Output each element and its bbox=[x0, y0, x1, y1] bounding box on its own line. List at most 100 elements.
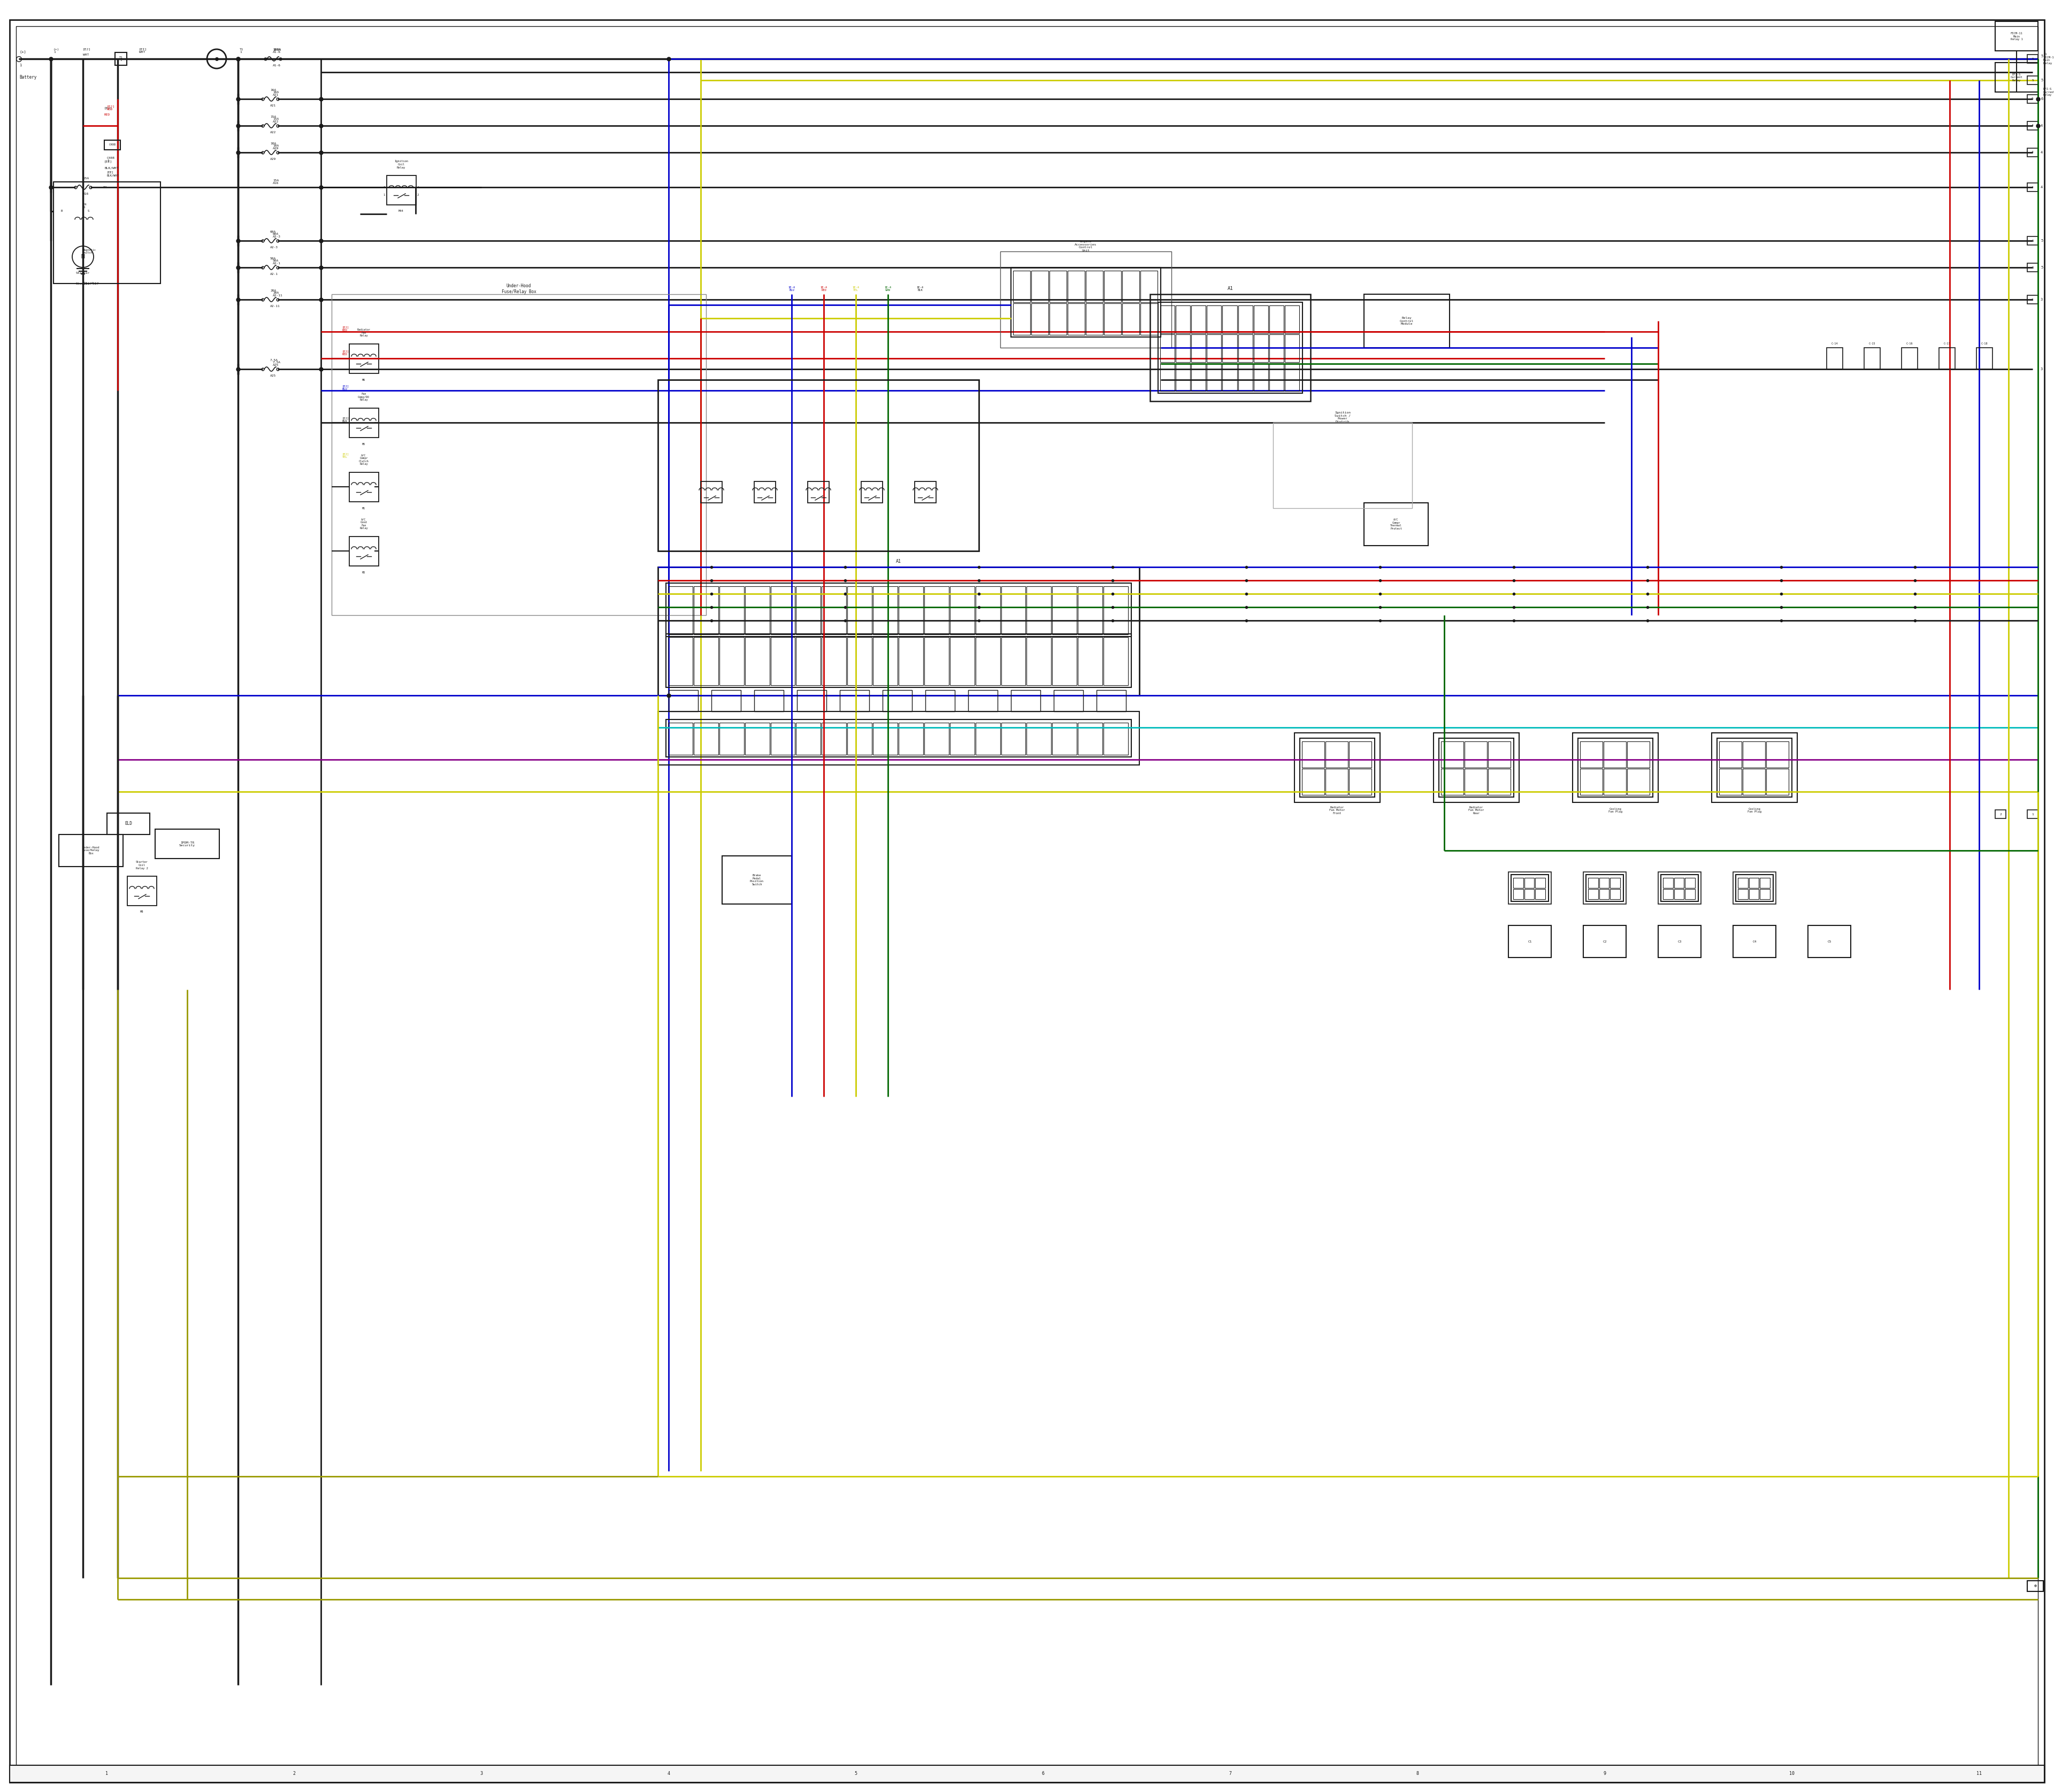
Bar bbox=[770, 638, 795, 685]
Bar bbox=[914, 482, 937, 504]
Bar bbox=[1442, 742, 1462, 767]
Text: A1: A1 bbox=[1228, 287, 1232, 292]
Text: 6: 6 bbox=[1041, 1772, 1043, 1776]
Text: T1
1: T1 1 bbox=[119, 56, 123, 61]
Bar bbox=[1013, 303, 1031, 335]
Text: 50A: 50A bbox=[271, 258, 275, 260]
Bar bbox=[807, 482, 830, 504]
Bar bbox=[1000, 251, 1171, 348]
Bar bbox=[1000, 638, 1025, 685]
Bar bbox=[1158, 303, 1302, 392]
Text: 60A
A2-3: 60A A2-3 bbox=[273, 233, 281, 238]
Bar bbox=[1976, 348, 1992, 369]
Text: A21: A21 bbox=[271, 104, 275, 108]
Bar bbox=[1087, 303, 1103, 335]
Bar bbox=[1175, 305, 1189, 333]
Bar bbox=[1000, 586, 1025, 634]
Bar bbox=[1658, 925, 1701, 957]
Bar bbox=[1105, 303, 1121, 335]
Text: C-17: C-17 bbox=[1943, 342, 1951, 344]
Bar bbox=[1054, 690, 1082, 711]
Bar bbox=[1534, 889, 1545, 900]
Text: C408
1: C408 1 bbox=[107, 156, 115, 163]
Text: 100A: 100A bbox=[273, 48, 281, 52]
Bar bbox=[2027, 75, 2038, 84]
Bar bbox=[1586, 874, 1623, 901]
Bar bbox=[1222, 364, 1237, 391]
Text: A16: A16 bbox=[82, 192, 88, 195]
Bar bbox=[1719, 769, 1742, 796]
Bar bbox=[1302, 769, 1325, 796]
Bar bbox=[1191, 335, 1206, 362]
Bar bbox=[1027, 722, 1052, 754]
Bar bbox=[670, 690, 698, 711]
Bar bbox=[1103, 638, 1128, 685]
Bar bbox=[1013, 271, 1031, 303]
Bar bbox=[657, 711, 1140, 765]
Bar bbox=[1440, 738, 1514, 797]
Bar bbox=[1269, 305, 1284, 333]
Text: 4: 4 bbox=[2040, 186, 2044, 188]
Text: C-18: C-18 bbox=[1982, 342, 1988, 344]
Text: [EJ]
YEL: [EJ] YEL bbox=[343, 453, 349, 459]
Bar bbox=[694, 586, 719, 634]
Bar bbox=[1121, 271, 1140, 303]
Bar bbox=[1269, 364, 1284, 391]
Bar bbox=[1253, 335, 1267, 362]
Text: 11: 11 bbox=[1976, 1772, 1982, 1776]
Text: Starter: Starter bbox=[76, 281, 90, 285]
Bar bbox=[1524, 889, 1534, 900]
Text: M44: M44 bbox=[398, 210, 405, 213]
Bar bbox=[1140, 303, 1158, 335]
Bar bbox=[1738, 889, 1748, 900]
Text: 1E-4
BLK: 1E-4 BLK bbox=[916, 287, 924, 292]
Bar bbox=[1580, 742, 1602, 767]
Text: BLK/WHT: BLK/WHT bbox=[105, 167, 119, 168]
Bar bbox=[873, 586, 898, 634]
Text: 9: 9 bbox=[1604, 1772, 1606, 1776]
Text: C-14: C-14 bbox=[1832, 342, 1838, 344]
Bar bbox=[900, 638, 922, 685]
Text: IPDM-TR
Security: IPDM-TR Security bbox=[179, 840, 195, 848]
Bar bbox=[2027, 122, 2038, 131]
Bar bbox=[1031, 271, 1048, 303]
Bar bbox=[1078, 722, 1103, 754]
Bar bbox=[1512, 874, 1549, 901]
Bar bbox=[723, 857, 791, 903]
Text: A2-3: A2-3 bbox=[271, 246, 277, 249]
Text: C4: C4 bbox=[1752, 941, 1756, 943]
Text: C5: C5 bbox=[1828, 941, 1832, 943]
Bar bbox=[1711, 733, 1797, 803]
Text: 1E-4
BLU: 1E-4 BLU bbox=[789, 287, 795, 292]
Bar bbox=[1939, 348, 1955, 369]
Bar bbox=[2027, 810, 2038, 819]
Bar bbox=[1300, 738, 1374, 797]
Bar bbox=[1664, 878, 1672, 889]
Text: 1E-4
GRN: 1E-4 GRN bbox=[885, 287, 891, 292]
Text: C-15: C-15 bbox=[1869, 342, 1875, 344]
Bar bbox=[1349, 742, 1372, 767]
Bar bbox=[1664, 889, 1672, 900]
Text: 20A: 20A bbox=[271, 289, 275, 292]
Bar bbox=[861, 482, 883, 504]
Bar bbox=[840, 690, 869, 711]
Bar bbox=[1577, 738, 1653, 797]
Bar bbox=[1604, 742, 1627, 767]
Bar bbox=[1052, 638, 1076, 685]
Bar bbox=[1573, 733, 1658, 803]
Text: 6: 6 bbox=[2040, 97, 2044, 100]
Text: 5: 5 bbox=[2040, 238, 2044, 242]
Bar bbox=[694, 638, 719, 685]
Bar bbox=[1239, 364, 1253, 391]
Text: M6: M6 bbox=[362, 378, 366, 382]
Bar bbox=[2027, 263, 2038, 272]
Bar bbox=[848, 638, 873, 685]
Text: RED: RED bbox=[105, 113, 111, 116]
Bar bbox=[1161, 305, 1175, 333]
Bar bbox=[1742, 742, 1764, 767]
Text: A25: A25 bbox=[271, 375, 275, 376]
Bar bbox=[719, 586, 744, 634]
Bar bbox=[1610, 889, 1621, 900]
Bar bbox=[1068, 271, 1085, 303]
Bar bbox=[657, 566, 1140, 695]
